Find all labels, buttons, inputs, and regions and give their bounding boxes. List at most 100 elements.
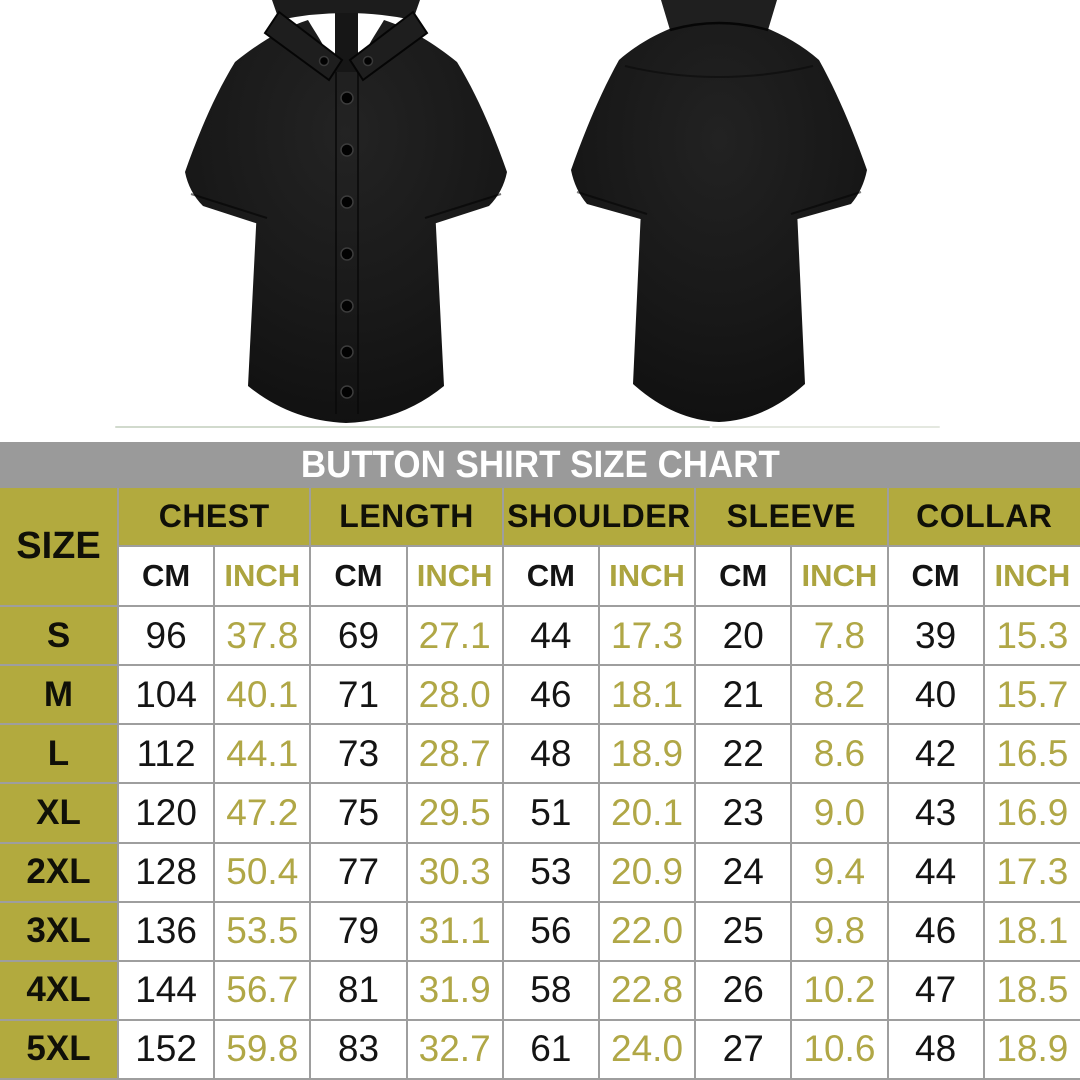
inch-value-s: 15.3 xyxy=(982,604,1080,667)
inch-value-5xl: 10.6 xyxy=(790,1018,889,1080)
cm-value-4xl: 58 xyxy=(501,959,600,1021)
inch-value-5xl: 24.0 xyxy=(597,1018,697,1080)
cm-value-5xl: 83 xyxy=(309,1018,408,1080)
unit-header-sleeve-inch: INCH xyxy=(790,545,889,607)
cm-value-3xl: 46 xyxy=(886,900,985,962)
unit-header-shoulder-inch: INCH xyxy=(597,545,697,607)
size-row-4xl: 4XL 144 56.7 81 31.9 58 22.8 26 10.2 47 18.5 xyxy=(0,959,1080,1021)
cm-value-xl: 51 xyxy=(501,782,600,844)
unit-header-length-cm: CM xyxy=(309,545,408,607)
cm-value-4xl: 81 xyxy=(309,959,408,1021)
inch-value-2xl: 17.3 xyxy=(982,841,1080,903)
cm-value-2xl: 24 xyxy=(694,841,793,903)
shirt-shadow-left xyxy=(115,426,710,428)
inch-value-4xl: 18.5 xyxy=(982,959,1080,1021)
column-header-collar: COLLAR xyxy=(886,488,1080,547)
inch-value-4xl: 56.7 xyxy=(213,959,312,1021)
size-rows: S 96 37.8 69 27.1 44 17.3 20 7.8 39 15.3 M 104 40.1 71… xyxy=(0,604,1080,1080)
size-label: XL xyxy=(0,782,119,844)
size-label: L xyxy=(0,723,119,785)
unit-header-chest-cm: CM xyxy=(118,545,216,607)
cm-value-l: 112 xyxy=(116,723,216,785)
inch-value-3xl: 31.1 xyxy=(405,900,504,962)
inch-value-xl: 9.0 xyxy=(790,782,889,844)
size-row-s: S 96 37.8 69 27.1 44 17.3 20 7.8 39 15.3 xyxy=(0,604,1080,667)
back-right-cuff-seam xyxy=(790,191,862,215)
cm-value-3xl: 25 xyxy=(694,900,793,962)
yoke-seam xyxy=(624,65,814,78)
cm-value-2xl: 128 xyxy=(116,841,216,903)
inch-value-l: 18.9 xyxy=(597,723,697,785)
inch-value-4xl: 10.2 xyxy=(790,959,889,1021)
inch-value-xl: 20.1 xyxy=(597,782,697,844)
back-shirt-image xyxy=(571,0,867,422)
inch-value-4xl: 22.8 xyxy=(597,959,697,1021)
inch-value-5xl: 18.9 xyxy=(982,1018,1080,1080)
left-cuff-seam xyxy=(190,193,268,219)
cm-value-2xl: 77 xyxy=(309,841,408,903)
cm-value-3xl: 136 xyxy=(116,900,216,962)
cm-value-4xl: 26 xyxy=(694,959,793,1021)
front-shirt-body xyxy=(185,20,507,423)
size-label: 5XL xyxy=(0,1018,119,1080)
size-row-xl: XL 120 47.2 75 29.5 51 20.1 23 9.0 43 16.9 xyxy=(0,782,1080,844)
inch-value-3xl: 18.1 xyxy=(982,900,1080,962)
inch-value-l: 16.5 xyxy=(982,723,1080,785)
inch-value-xl: 29.5 xyxy=(405,782,504,844)
cm-value-s: 20 xyxy=(694,604,793,667)
inch-value-s: 27.1 xyxy=(405,604,504,667)
inch-value-m: 8.2 xyxy=(790,664,889,726)
back-collar-seam xyxy=(669,21,769,32)
unit-header-length-inch: INCH xyxy=(405,545,504,607)
column-header-shoulder: SHOULDER xyxy=(501,488,697,547)
cm-value-s: 39 xyxy=(886,604,985,667)
unit-header-shoulder-cm: CM xyxy=(501,545,600,607)
size-row-5xl: 5XL 152 59.8 83 32.7 61 24.0 27 10.6 48 18.9 xyxy=(0,1018,1080,1080)
cm-value-4xl: 47 xyxy=(886,959,985,1021)
cm-value-xl: 120 xyxy=(116,782,216,844)
cm-value-3xl: 56 xyxy=(501,900,600,962)
product-photos xyxy=(0,0,1080,442)
inch-value-xl: 47.2 xyxy=(213,782,312,844)
cm-value-m: 71 xyxy=(309,664,408,726)
cm-value-5xl: 152 xyxy=(116,1018,216,1080)
cm-value-4xl: 144 xyxy=(116,959,216,1021)
inch-value-2xl: 30.3 xyxy=(405,841,504,903)
cm-value-m: 40 xyxy=(886,664,985,726)
cm-value-l: 73 xyxy=(309,723,408,785)
size-label: 4XL xyxy=(0,959,119,1021)
cm-value-s: 44 xyxy=(501,604,600,667)
inch-value-4xl: 31.9 xyxy=(405,959,504,1021)
inch-value-2xl: 9.4 xyxy=(790,841,889,903)
inch-value-3xl: 22.0 xyxy=(597,900,697,962)
collar-band xyxy=(272,0,420,20)
placket-seams xyxy=(335,72,359,414)
placket-top xyxy=(335,10,358,72)
unit-header-chest-inch: INCH xyxy=(213,545,312,607)
inch-value-s: 17.3 xyxy=(597,604,697,667)
inch-value-s: 37.8 xyxy=(213,604,312,667)
cm-value-xl: 43 xyxy=(886,782,985,844)
cm-value-l: 22 xyxy=(694,723,793,785)
cm-value-xl: 75 xyxy=(309,782,408,844)
inch-value-xl: 16.9 xyxy=(982,782,1080,844)
cm-value-2xl: 53 xyxy=(501,841,600,903)
shirt-shadow-right xyxy=(712,426,940,428)
cm-value-5xl: 48 xyxy=(886,1018,985,1080)
inch-value-l: 44.1 xyxy=(213,723,312,785)
cm-value-m: 104 xyxy=(116,664,216,726)
unit-header-collar-inch: INCH xyxy=(982,545,1080,607)
right-cuff-seam xyxy=(424,193,502,219)
inch-value-m: 28.0 xyxy=(405,664,504,726)
back-shirt-body xyxy=(571,19,867,422)
unit-header-sleeve-cm: CM xyxy=(694,545,793,607)
inch-value-l: 8.6 xyxy=(790,723,889,785)
size-label: 3XL xyxy=(0,900,119,962)
cm-value-5xl: 27 xyxy=(694,1018,793,1080)
cm-value-s: 96 xyxy=(116,604,216,667)
column-header-chest: CHEST xyxy=(116,488,312,547)
inch-value-3xl: 53.5 xyxy=(213,900,312,962)
inch-value-5xl: 59.8 xyxy=(213,1018,312,1080)
size-row-l: L 112 44.1 73 28.7 48 18.9 22 8.6 42 16.5 xyxy=(0,723,1080,785)
measurement-header-row: SIZE CHEST LENGTH SHOULDER SLEEVE COLLAR xyxy=(0,488,1080,607)
